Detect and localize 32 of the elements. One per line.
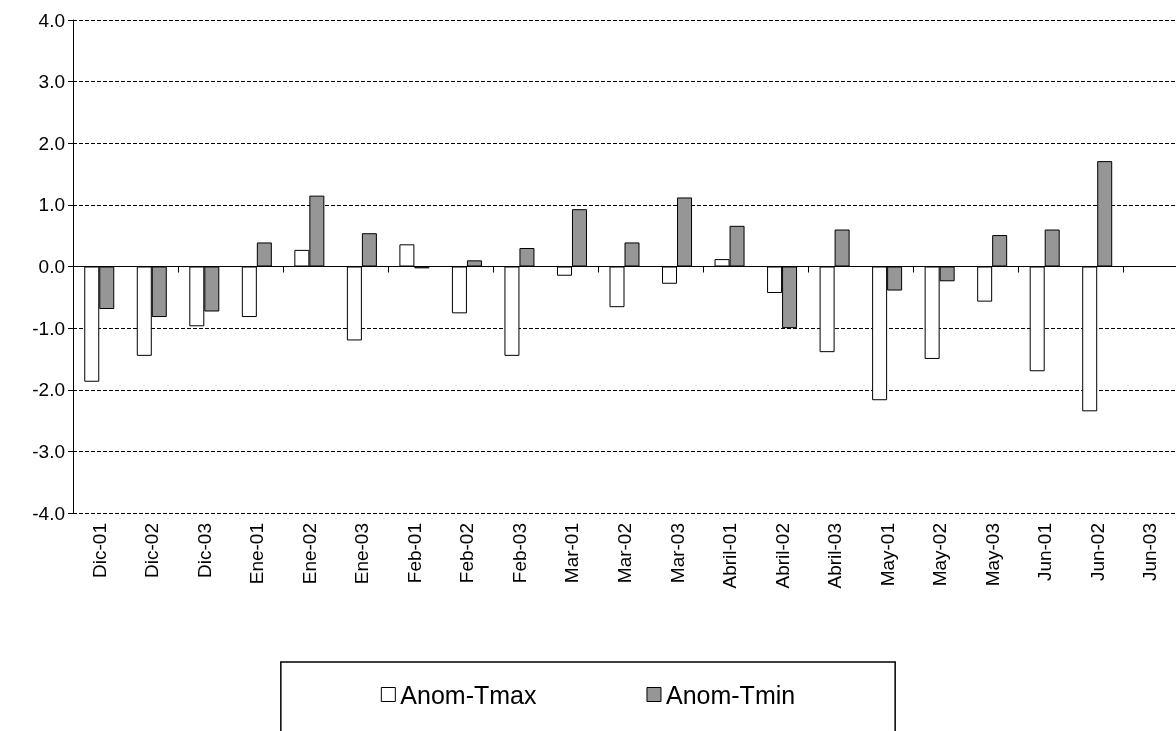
legend-label: Anom-Tmax xyxy=(400,680,537,709)
x-tick-label: Jun-01 xyxy=(1034,523,1056,582)
x-tick-label: Jun-02 xyxy=(1086,523,1108,582)
x-tick-label: Ene-03 xyxy=(351,523,373,585)
x-tick-label: Abril-03 xyxy=(824,523,846,589)
y-tick-label: 4.0 xyxy=(38,9,65,31)
x-tick-label: Abril-01 xyxy=(719,523,741,589)
x-tick-label: Dic-03 xyxy=(193,523,215,578)
x-tick-label: Feb-03 xyxy=(508,523,530,584)
x-tick-label: Feb-01 xyxy=(403,523,425,584)
y-tick-label: -4.0 xyxy=(32,502,65,524)
x-tick-label: May-02 xyxy=(929,523,951,587)
x-tick-label: Dic-02 xyxy=(141,523,163,578)
y-tick-label: -3.0 xyxy=(32,440,65,462)
y-tick-label: 3.0 xyxy=(38,71,65,93)
x-tick-label: Dic-01 xyxy=(88,523,110,578)
x-tick-label: May-03 xyxy=(981,523,1003,587)
legend-label: Anom-Tmin xyxy=(665,680,796,709)
y-tick-label: 2.0 xyxy=(38,132,65,154)
y-tick-label: 1.0 xyxy=(38,194,65,216)
x-tick-label: Ene-01 xyxy=(246,523,268,585)
y-tick-label: 0.0 xyxy=(38,256,65,277)
y-tick-label: -2.0 xyxy=(32,379,65,401)
x-tick-label: Jun-03 xyxy=(1139,523,1161,582)
x-tick-label: Abril-02 xyxy=(771,523,793,589)
y-tick-label: -1.0 xyxy=(32,317,65,339)
x-tick-label: May-01 xyxy=(876,523,898,587)
x-tick-label: Mar-03 xyxy=(666,523,688,584)
x-tick-label: Mar-02 xyxy=(614,523,635,584)
x-tick-label: Mar-01 xyxy=(561,523,583,584)
x-tick-label: Ene-02 xyxy=(298,523,320,585)
x-tick-label: Feb-02 xyxy=(456,523,478,584)
